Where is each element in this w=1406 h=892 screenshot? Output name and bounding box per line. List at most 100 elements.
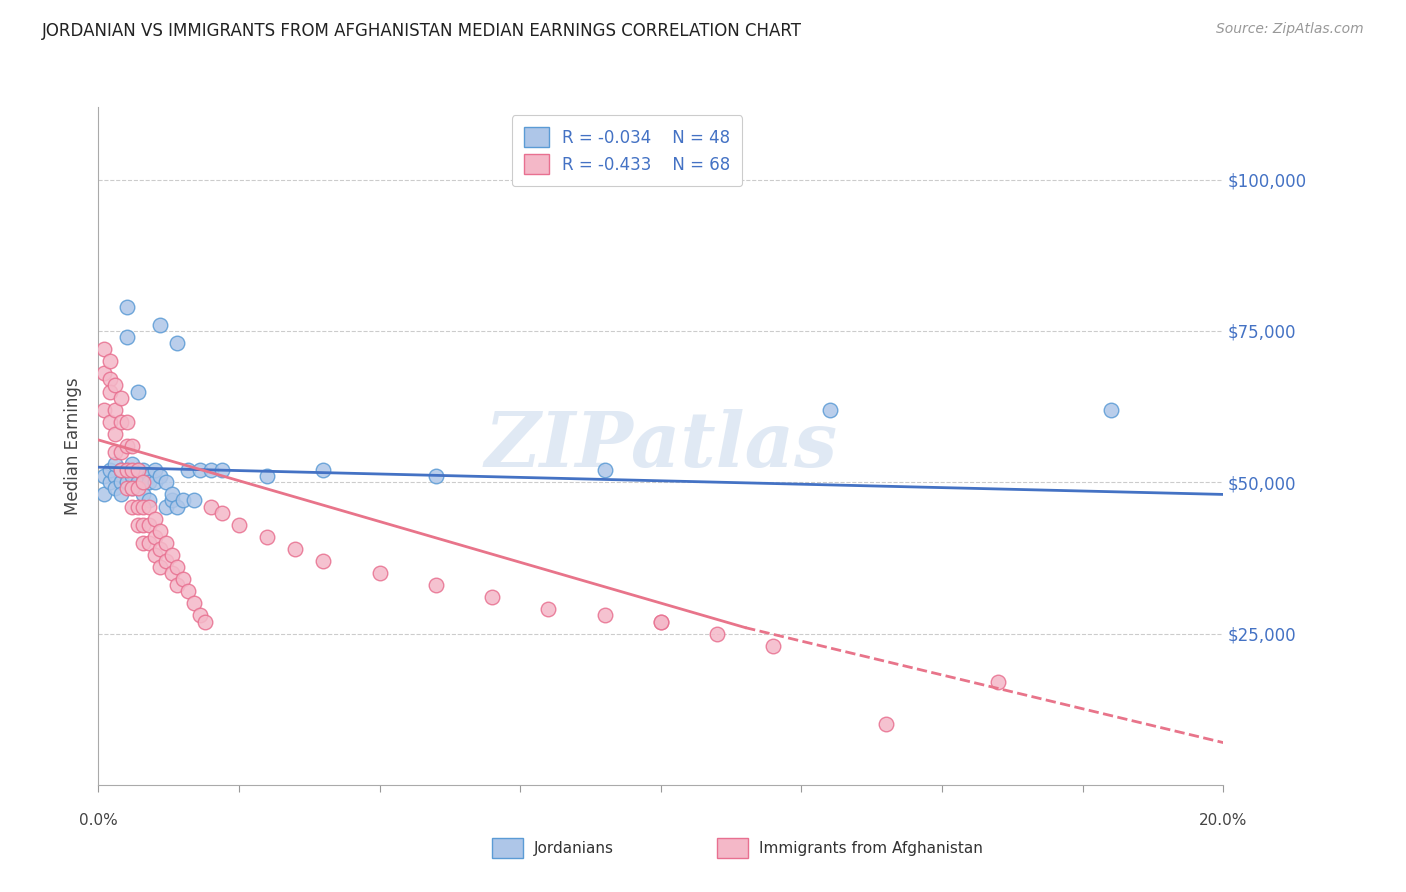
Point — [160, 493, 183, 508]
Point — [138, 469, 160, 483]
Point — [200, 463, 222, 477]
Point — [110, 415, 132, 429]
Point — [368, 566, 391, 580]
Point — [481, 591, 503, 605]
Point — [104, 402, 127, 417]
Point — [818, 402, 841, 417]
Point — [211, 506, 233, 520]
Point — [93, 487, 115, 501]
Point — [256, 530, 278, 544]
Point — [104, 426, 127, 441]
Point — [256, 469, 278, 483]
Text: Jordanians: Jordanians — [534, 841, 614, 855]
Point — [132, 517, 155, 532]
Point — [93, 342, 115, 356]
Point — [121, 463, 143, 477]
Text: 20.0%: 20.0% — [1199, 814, 1247, 828]
Point — [593, 463, 616, 477]
Point — [98, 354, 121, 368]
Point — [143, 475, 166, 490]
Point — [132, 475, 155, 490]
Point — [177, 584, 200, 599]
Point — [127, 463, 149, 477]
Point — [104, 469, 127, 483]
Point — [149, 524, 172, 538]
Point — [160, 487, 183, 501]
Point — [110, 445, 132, 459]
Point — [138, 500, 160, 514]
Point — [183, 596, 205, 610]
Point — [166, 578, 188, 592]
Legend: R = -0.034    N = 48, R = -0.433    N = 68: R = -0.034 N = 48, R = -0.433 N = 68 — [512, 115, 742, 186]
Point — [132, 487, 155, 501]
Point — [127, 384, 149, 399]
Point — [121, 439, 143, 453]
Point — [93, 367, 115, 381]
Point — [228, 517, 250, 532]
Point — [121, 469, 143, 483]
Point — [127, 475, 149, 490]
Point — [166, 500, 188, 514]
Point — [425, 578, 447, 592]
Point — [121, 481, 143, 495]
Point — [143, 548, 166, 562]
Point — [115, 481, 138, 495]
Point — [132, 475, 155, 490]
Point — [138, 536, 160, 550]
Point — [138, 493, 160, 508]
Point — [132, 500, 155, 514]
Point — [166, 336, 188, 351]
Point — [115, 439, 138, 453]
Point — [149, 469, 172, 483]
Point — [650, 615, 672, 629]
Point — [155, 475, 177, 490]
Point — [194, 615, 217, 629]
Point — [284, 541, 307, 556]
Point — [104, 445, 127, 459]
Point — [149, 541, 172, 556]
Point — [211, 463, 233, 477]
Point — [155, 554, 177, 568]
Point — [132, 536, 155, 550]
Point — [166, 560, 188, 574]
Point — [104, 457, 127, 471]
Point — [132, 463, 155, 477]
Point — [188, 463, 211, 477]
Text: Immigrants from Afghanistan: Immigrants from Afghanistan — [759, 841, 983, 855]
Point — [121, 457, 143, 471]
Point — [593, 608, 616, 623]
Point — [183, 493, 205, 508]
Text: 0.0%: 0.0% — [79, 814, 118, 828]
Point — [138, 517, 160, 532]
Point — [127, 500, 149, 514]
Point — [312, 463, 335, 477]
Point — [115, 463, 138, 477]
Point — [115, 475, 138, 490]
Point — [127, 517, 149, 532]
Point — [98, 415, 121, 429]
Point — [98, 384, 121, 399]
Text: JORDANIAN VS IMMIGRANTS FROM AFGHANISTAN MEDIAN EARNINGS CORRELATION CHART: JORDANIAN VS IMMIGRANTS FROM AFGHANISTAN… — [42, 22, 803, 40]
Point — [143, 463, 166, 477]
Point — [138, 475, 160, 490]
Point — [312, 554, 335, 568]
Point — [425, 469, 447, 483]
Point — [98, 475, 121, 490]
Point — [104, 481, 127, 495]
Point — [93, 402, 115, 417]
Point — [104, 378, 127, 392]
Point — [149, 318, 172, 332]
Point — [127, 481, 149, 495]
Point — [115, 463, 138, 477]
Point — [93, 469, 115, 483]
Point — [160, 566, 183, 580]
Point — [762, 639, 785, 653]
Point — [1099, 402, 1122, 417]
Point — [200, 500, 222, 514]
Point — [172, 572, 194, 586]
Point — [110, 463, 132, 477]
Point — [110, 487, 132, 501]
Point — [706, 626, 728, 640]
Point — [987, 675, 1010, 690]
Point — [149, 560, 172, 574]
